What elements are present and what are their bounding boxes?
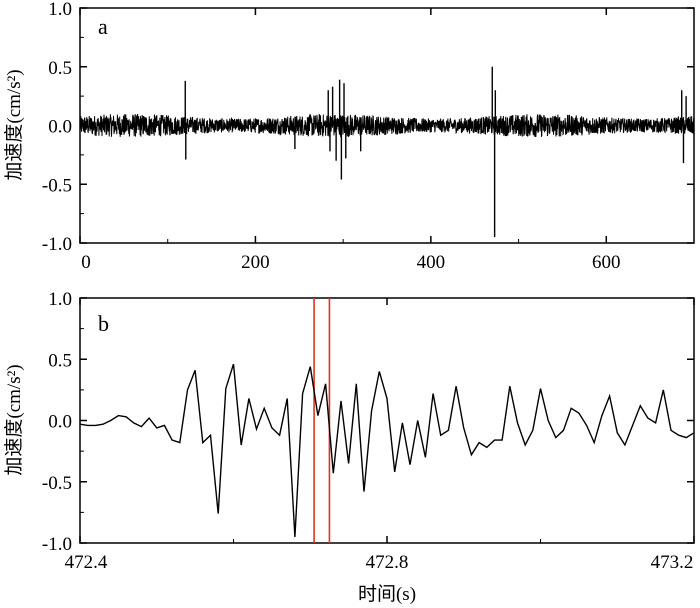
panel-a-y-tick-label: 0.5 [48,58,72,79]
panel-a-label: a [98,14,108,39]
panel-a-spikes [184,66,687,238]
panel-a-y-tick-label: -0.5 [42,175,72,196]
panel-a-y-axis-label: 加速度(cm/s²) [3,69,25,180]
panel-a-x-ticks: 0 200 400 600 [79,8,621,273]
panel-b-y-ticks: 1.0 0.5 0.0 -0.5 -1.0 [42,289,694,555]
panel-b-x-axis-label: 时间(s) [358,583,416,605]
panel-b-label: b [98,311,109,336]
panel-b-y-tick-label: 0.5 [48,350,72,371]
panel-a-y-tick-label: 0.0 [48,117,72,138]
panel-a: a 加速度(cm/s²) 1.0 0.5 0.0 -0.5 -1.0 0 200 400 60… [3,0,695,273]
panel-b-x-tick-label: 472.4 [65,552,108,573]
panel-a-y-ticks: 1.0 0.5 0.0 -0.5 -1.0 [42,0,694,255]
panel-b-y-tick-label: 0.0 [48,412,72,433]
panel-b-y-tick-label: -0.5 [42,473,72,494]
panel-a-x-tick-label: 600 [592,252,621,273]
panel-b-y-axis-label: 加速度(cm/s²) [3,364,25,475]
panel-b-markers [313,298,331,543]
panel-a-x-tick-label: 400 [417,252,446,273]
panel-a-y-tick-label: 1.0 [48,0,72,20]
panel-b-x-tick-label: 473.2 [651,552,694,573]
panel-a-series-line [79,113,695,138]
panel-b-y-tick-label: 1.0 [48,289,72,310]
panel-b-frame [79,297,695,544]
panel-b-x-tick-label: 472.8 [366,552,409,573]
panel-a-x-tick-label: 0 [81,252,91,273]
panel-b-x-ticks: 472.4 472.8 473.2 [65,298,695,573]
panel-a-y-tick-label: -1.0 [42,234,72,255]
panel-b-series-line [79,363,695,537]
panel-a-x-tick-label: 200 [241,252,270,273]
panel-b: b 加速度(cm/s²) 时间(s) 1.0 0.5 0.0 -0.5 -1.0 472… [3,289,695,605]
panel-b-y-tick-label: -1.0 [42,534,72,555]
